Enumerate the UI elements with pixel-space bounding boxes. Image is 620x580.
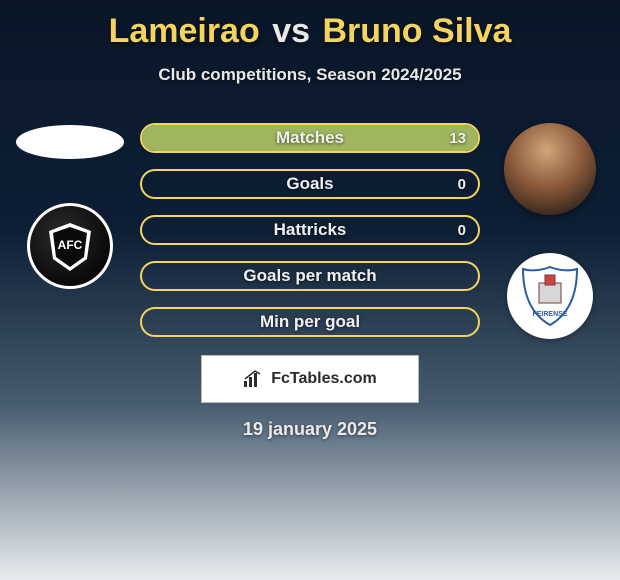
subtitle: Club competitions, Season 2024/2025 bbox=[0, 65, 620, 85]
right-club-badge: FEIRENSE bbox=[507, 253, 593, 339]
left-player-column: AFC bbox=[10, 123, 130, 289]
left-club-badge: AFC bbox=[27, 203, 113, 289]
stat-row: Goals per match bbox=[140, 261, 480, 291]
brand-box[interactable]: FcTables.com bbox=[201, 355, 419, 403]
shield-icon: AFC bbox=[43, 219, 97, 273]
stat-label: Min per goal bbox=[142, 309, 478, 335]
svg-text:FEIRENSE: FEIRENSE bbox=[532, 311, 567, 318]
bar-chart-icon bbox=[243, 370, 265, 388]
title-player-right: Bruno Silva bbox=[322, 12, 511, 50]
stats-list: Matches13Goals0Hattricks0Goals per match… bbox=[140, 123, 480, 337]
stat-label: Hattricks bbox=[142, 217, 478, 243]
brand-text: FcTables.com bbox=[271, 370, 377, 388]
stat-row: Matches13 bbox=[140, 123, 480, 153]
crest-icon: FEIRENSE bbox=[515, 261, 585, 331]
page-title: Lameirao vs Bruno Silva bbox=[0, 0, 620, 51]
stat-row: Goals0 bbox=[140, 169, 480, 199]
stat-value-right: 13 bbox=[449, 125, 466, 151]
left-player-placeholder bbox=[16, 125, 124, 159]
right-player-column: FEIRENSE bbox=[490, 123, 610, 339]
right-player-photo bbox=[504, 123, 596, 215]
stat-value-right: 0 bbox=[458, 171, 466, 197]
stat-row: Min per goal bbox=[140, 307, 480, 337]
title-player-left: Lameirao bbox=[109, 12, 260, 50]
svg-text:AFC: AFC bbox=[58, 238, 83, 252]
comparison-content: AFC FEIRENSE Matches13Goals0Hattricks0Go… bbox=[0, 123, 620, 337]
date-label: 19 january 2025 bbox=[0, 419, 620, 440]
stat-label: Matches bbox=[142, 125, 478, 151]
title-vs: vs bbox=[272, 12, 310, 50]
stat-row: Hattricks0 bbox=[140, 215, 480, 245]
stat-label: Goals per match bbox=[142, 263, 478, 289]
stat-value-right: 0 bbox=[458, 217, 466, 243]
stat-label: Goals bbox=[142, 171, 478, 197]
